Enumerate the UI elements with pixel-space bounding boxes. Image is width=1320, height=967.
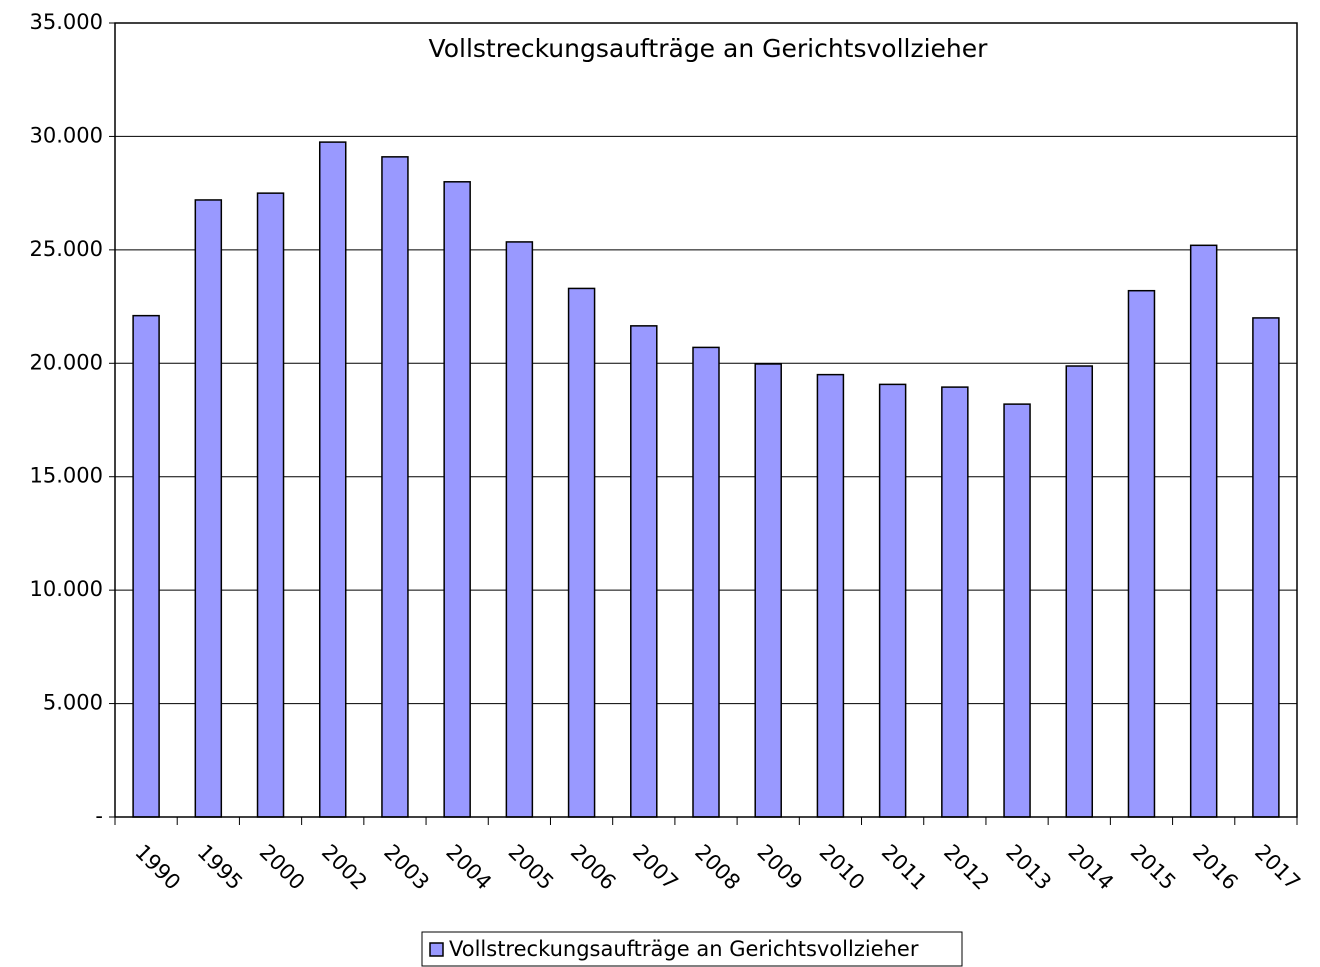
x-tick-label: 2011 bbox=[877, 840, 932, 895]
chart-title: Vollstreckungsaufträge an Gerichtsvollzi… bbox=[429, 34, 989, 63]
y-tick-label: - bbox=[95, 804, 103, 828]
bar bbox=[1003, 403, 1031, 818]
bar bbox=[381, 156, 409, 818]
y-tick-label: 25.000 bbox=[30, 237, 103, 261]
x-tick-label: 2014 bbox=[1063, 840, 1118, 895]
bar bbox=[318, 141, 347, 818]
bar bbox=[630, 325, 658, 818]
x-tick-label: 2017 bbox=[1250, 840, 1305, 895]
x-tick-label: 2015 bbox=[1126, 840, 1181, 895]
bar bbox=[1189, 244, 1218, 818]
x-tick-label: 1995 bbox=[193, 840, 248, 895]
bar bbox=[941, 386, 969, 818]
bar bbox=[256, 192, 285, 818]
x-tick-label: 2006 bbox=[566, 840, 621, 895]
bar bbox=[1065, 365, 1094, 818]
y-tick-label: 35.000 bbox=[30, 10, 103, 34]
bar bbox=[567, 287, 596, 818]
x-tick-label: 2012 bbox=[939, 840, 994, 895]
y-tick-label: 15.000 bbox=[30, 464, 103, 488]
bar bbox=[754, 363, 782, 818]
x-tick-label: 2013 bbox=[1001, 840, 1056, 895]
y-tick-label: 20.000 bbox=[30, 350, 103, 374]
x-tick-label: 1990 bbox=[130, 840, 185, 895]
y-tick-label: 30.000 bbox=[30, 123, 103, 147]
bar bbox=[505, 241, 534, 818]
bar bbox=[816, 373, 845, 818]
y-tick-label: 5.000 bbox=[43, 691, 103, 715]
plot-border bbox=[114, 22, 1298, 818]
bar bbox=[1127, 289, 1156, 818]
legend-swatch bbox=[429, 942, 444, 957]
x-tick-label: 2000 bbox=[255, 840, 310, 895]
x-tick-label: 2005 bbox=[504, 840, 559, 895]
bar bbox=[1252, 317, 1280, 818]
bar bbox=[194, 199, 223, 818]
x-tick-label: 2016 bbox=[1188, 840, 1243, 895]
x-tick-label: 2004 bbox=[441, 840, 496, 895]
x-tick-label: 2010 bbox=[815, 840, 870, 895]
x-tick-label: 2008 bbox=[690, 840, 745, 895]
x-tick-label: 2009 bbox=[752, 840, 807, 895]
legend-label: Vollstreckungsaufträge an Gerichtsvollzi… bbox=[449, 937, 919, 961]
bar bbox=[692, 346, 720, 818]
legend-box bbox=[421, 931, 963, 967]
bar bbox=[443, 181, 471, 818]
x-tick-label: 2002 bbox=[317, 840, 372, 895]
x-tick-label: 2007 bbox=[628, 840, 683, 895]
x-tick-label: 2003 bbox=[379, 840, 434, 895]
bar bbox=[878, 383, 907, 818]
y-tick-label: 10.000 bbox=[30, 577, 103, 601]
bar bbox=[132, 314, 160, 818]
